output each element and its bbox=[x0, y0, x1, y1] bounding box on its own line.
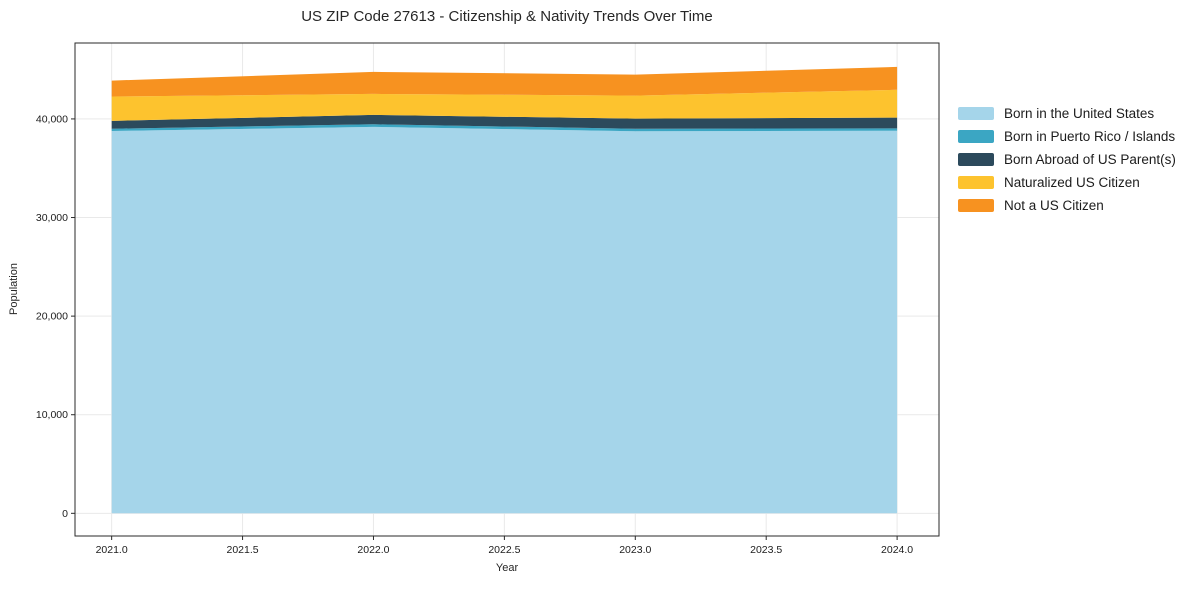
x-tick-label: 2021.5 bbox=[227, 544, 259, 556]
y-tick-label: 0 bbox=[62, 508, 68, 520]
legend-swatch bbox=[958, 130, 994, 143]
legend-swatch bbox=[958, 199, 994, 212]
x-tick-label: 2021.0 bbox=[96, 544, 128, 556]
area-series-1 bbox=[111, 124, 898, 132]
y-tick-label: 30,000 bbox=[36, 212, 68, 224]
legend-label: Naturalized US Citizen bbox=[1004, 175, 1140, 190]
legend-swatch bbox=[958, 107, 994, 120]
area-series-2 bbox=[111, 114, 898, 129]
legend-item: Born in the United States bbox=[958, 102, 1176, 125]
x-tick-label: 2022.0 bbox=[357, 544, 389, 556]
chart-title: US ZIP Code 27613 - Citizenship & Nativi… bbox=[301, 8, 713, 25]
x-tick-label: 2024.0 bbox=[881, 544, 913, 556]
area-series-0 bbox=[111, 126, 898, 514]
legend-swatch bbox=[958, 153, 994, 166]
x-tick-label: 2022.5 bbox=[488, 544, 520, 556]
legend-item: Not a US Citizen bbox=[958, 194, 1176, 217]
legend-label: Not a US Citizen bbox=[1004, 198, 1104, 213]
legend-swatch bbox=[958, 176, 994, 189]
legend-item: Born Abroad of US Parent(s) bbox=[958, 148, 1176, 171]
x-axis-label: Year bbox=[495, 562, 519, 574]
legend: Born in the United States Born in Puerto… bbox=[958, 102, 1176, 217]
y-tick-label: 40,000 bbox=[36, 113, 68, 125]
x-tick-label: 2023.5 bbox=[750, 544, 782, 556]
y-tick-label: 20,000 bbox=[36, 311, 68, 323]
legend-item: Naturalized US Citizen bbox=[958, 171, 1176, 194]
x-tick-label: 2023.0 bbox=[619, 544, 651, 556]
legend-label: Born in Puerto Rico / Islands bbox=[1004, 129, 1176, 144]
y-tick-label: 10,000 bbox=[36, 409, 68, 421]
area-series-4 bbox=[111, 66, 898, 97]
legend-label: Born Abroad of US Parent(s) bbox=[1004, 152, 1176, 167]
legend-item: Born in Puerto Rico / Islands bbox=[958, 125, 1176, 148]
legend-label: Born in the United States bbox=[1004, 106, 1155, 121]
y-axis-label: Population bbox=[8, 263, 20, 315]
plot-frame bbox=[74, 42, 940, 537]
area-series-3 bbox=[111, 89, 898, 121]
